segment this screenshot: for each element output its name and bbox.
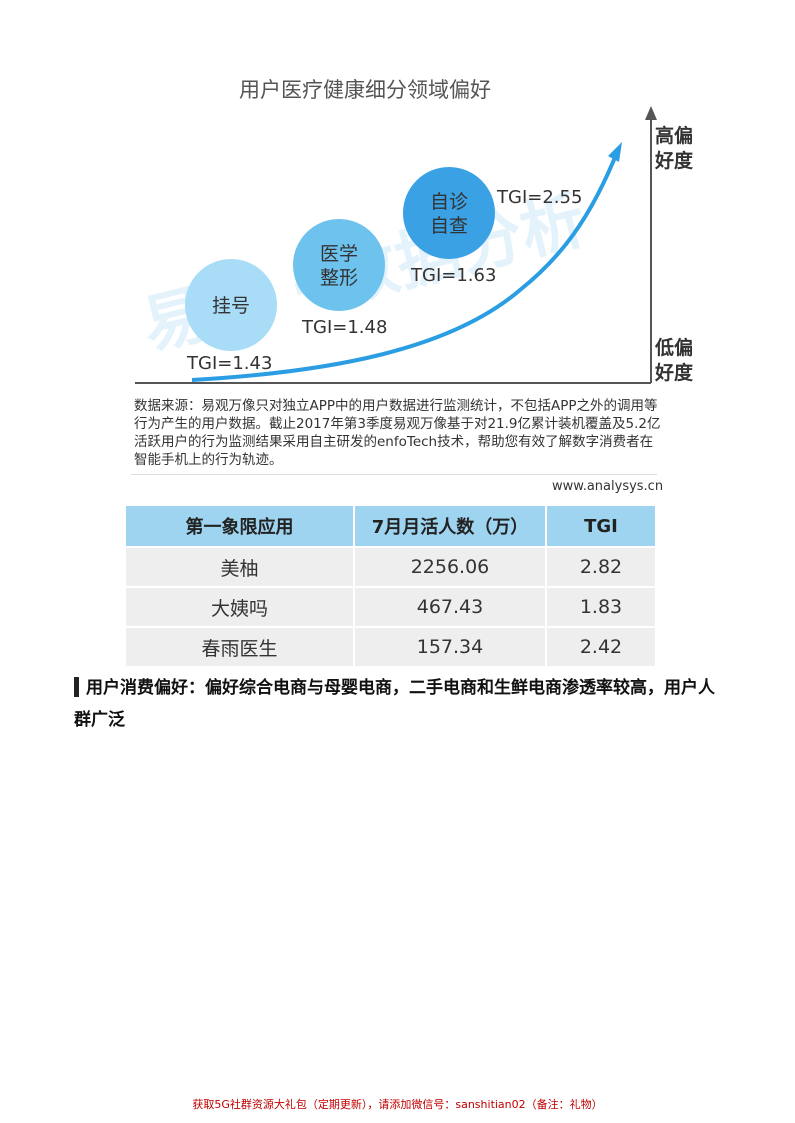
table-row: 大姨吗 467.43 1.83 [126, 588, 655, 626]
trend-curve [191, 149, 620, 382]
table-cell: 春雨医生 [126, 628, 353, 666]
curve-arrowhead [608, 142, 622, 162]
table-cell: 1.83 [547, 588, 655, 626]
table-cell: 2256.06 [355, 548, 545, 586]
y-axis-arrow [645, 106, 657, 120]
divider [131, 474, 657, 475]
tgi-data-label: TGI=1.63 [410, 265, 496, 286]
table-cell: 2.82 [547, 548, 655, 586]
section-heading: 用户消费偏好：偏好综合电商与母婴电商，二手电商和生鲜电商渗透率较高，用户人群广泛 [74, 672, 724, 736]
table-cell: 大姨吗 [126, 588, 353, 626]
table-header-row: 第一象限应用 7月月活人数（万） TGI [126, 506, 655, 546]
y-label-high: 高偏 好度 [655, 125, 694, 172]
y-label-low: 低偏 好度 [655, 337, 694, 384]
table-row: 美柚 2256.06 2.82 [126, 548, 655, 586]
tgi-data-label: TGI=1.43 [186, 353, 272, 374]
table-header-cell: TGI [547, 506, 655, 546]
chart-canvas: 易观 · 数据分析挂号TGI=1.43医学整形TGI=1.48自诊自查TGI=1… [135, 106, 657, 384]
tgi-data-label: TGI=1.48 [301, 317, 387, 338]
chart-title: 用户医疗健康细分领域偏好 [239, 78, 491, 102]
table-cell: 467.43 [355, 588, 545, 626]
table-cell: 美柚 [126, 548, 353, 586]
table-cell: 157.34 [355, 628, 545, 666]
table-row: 春雨医生 157.34 2.42 [126, 628, 655, 666]
tgi-data-label: TGI=2.55 [496, 187, 582, 208]
bubble-label: 自诊自查 [430, 191, 468, 237]
app-table: 第一象限应用 7月月活人数（万） TGI 美柚 2256.06 2.82 大姨吗… [124, 504, 657, 668]
bubble-3 [403, 167, 495, 259]
bubble-label: 医学整形 [320, 243, 358, 289]
bubble-2 [293, 219, 385, 311]
bubble-1 [185, 259, 277, 351]
section-marker [74, 677, 79, 697]
source-url: www.analysys.cn [552, 479, 664, 494]
section-heading-text: 用户消费偏好：偏好综合电商与母婴电商，二手电商和生鲜电商渗透率较高，用户人群广泛 [74, 678, 715, 730]
bubble-label: 挂号 [212, 295, 250, 317]
table-cell: 2.42 [547, 628, 655, 666]
data-source-note: 数据来源：易观万像只对独立APP中的用户数据进行监测统计，不包括APP之外的调用… [134, 398, 661, 468]
footer-note: 获取5G社群资源大礼包（定期更新），请添加微信号：sanshitian02（备注… [192, 1098, 603, 1111]
table-header-cell: 7月月活人数（万） [355, 506, 545, 546]
table-header-cell: 第一象限应用 [126, 506, 353, 546]
